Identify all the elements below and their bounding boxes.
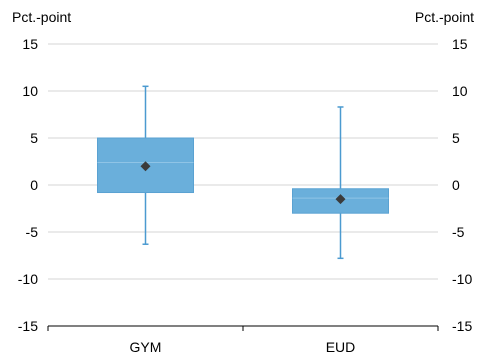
x-tick-label-eud: EUD <box>326 339 356 355</box>
y-tick-label-right: 10 <box>452 83 468 99</box>
y-tick-label-left: 15 <box>22 36 38 52</box>
box-gym <box>97 85 194 245</box>
left-axis-label: Pct.-point <box>12 9 71 25</box>
y-tick-labels: 15 15 10 10 5 5 0 0 -5 -5 -10 -10 -15 -15 <box>18 36 473 334</box>
boxes <box>97 85 389 260</box>
y-tick-label-right: 15 <box>452 36 468 52</box>
x-tick-label-gym: GYM <box>130 339 162 355</box>
y-tick-label-right: -10 <box>452 271 472 287</box>
x-axis: GYM EUD <box>47 325 439 355</box>
y-tick-label-left: 0 <box>30 177 38 193</box>
y-tick-label-left: -15 <box>18 318 38 334</box>
y-tick-label-right: -15 <box>452 318 472 334</box>
y-tick-label-left: -10 <box>18 271 38 287</box>
box-eud <box>292 106 389 260</box>
y-tick-label-right: 5 <box>452 130 460 146</box>
y-tick-label-left: 5 <box>30 130 38 146</box>
mean-marker <box>140 161 151 172</box>
box-body <box>292 188 389 214</box>
y-tick-label-right: 0 <box>452 177 460 193</box>
y-tick-label-right: -5 <box>452 224 465 240</box>
y-tick-label-left: 10 <box>22 83 38 99</box>
y-tick-label-left: -5 <box>26 224 39 240</box>
mean-marker <box>335 194 346 205</box>
right-axis-label: Pct.-point <box>415 9 474 25</box>
